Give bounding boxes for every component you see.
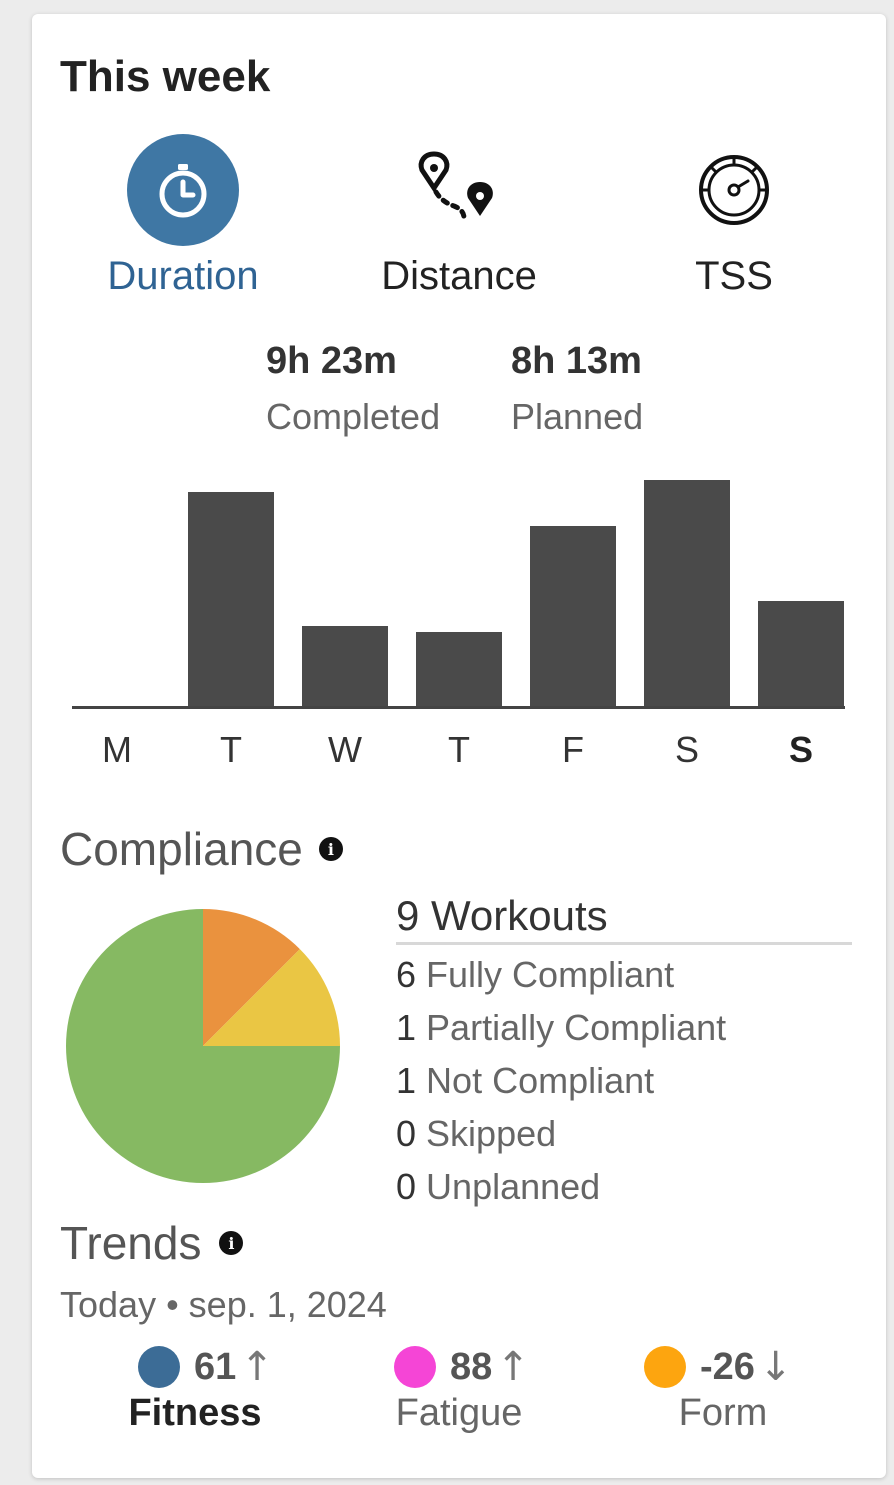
day-label-5: S (674, 729, 699, 770)
fatigue-label[interactable]: Fatigue (395, 1392, 523, 1434)
completed-label: Completed (266, 396, 441, 437)
compliance-row-skipped: 0 Skipped (396, 1113, 557, 1154)
compliance-row-not: 1 Not Compliant (396, 1060, 655, 1101)
weekly-bar-chart (188, 480, 844, 706)
day-label-2: W (328, 729, 362, 770)
compliance-row-partially: 1 Partially Compliant (396, 1007, 727, 1048)
planned-label: Planned (511, 396, 644, 437)
stopwatch-icon (127, 134, 239, 246)
compliance-header: Compliance i (60, 822, 343, 876)
planned-value: 8h 13m (511, 340, 642, 382)
duration-tab[interactable] (127, 134, 239, 246)
pie-slice-1[interactable] (203, 909, 300, 1046)
trends-date: Today • sep. 1, 2024 (60, 1284, 387, 1325)
form-value: -26 (700, 1345, 755, 1388)
fitness-dot-icon (138, 1346, 180, 1388)
trends-title: Trends (60, 1217, 202, 1269)
this-week-card: This week Duration Distance (32, 14, 886, 1478)
gauge-icon (699, 155, 769, 225)
form-trend[interactable]: -26 ↓ (644, 1344, 792, 1390)
day-label-6: S (788, 729, 813, 770)
info-icon[interactable]: i (318, 837, 343, 861)
card-title: This week (60, 52, 271, 101)
compliance-title: Compliance (60, 823, 303, 875)
bar-5[interactable] (644, 480, 730, 706)
pie-slice-2[interactable] (203, 949, 340, 1046)
fatigue-trend[interactable]: 88 ↑ (394, 1344, 530, 1390)
trends-header: Trends i (60, 1216, 244, 1270)
arrow-up-icon: ↑ (240, 1344, 274, 1390)
form-label[interactable]: Form (678, 1392, 768, 1434)
day-label-3: T (448, 729, 470, 770)
fitness-trend[interactable]: 61 ↑ (138, 1344, 274, 1390)
duration-tab-label[interactable]: Duration (107, 254, 259, 298)
compliance-row-unplanned: 0 Unplanned (396, 1166, 601, 1207)
route-icon (418, 151, 493, 221)
form-dot-icon (644, 1346, 686, 1388)
arrow-down-icon: ↓ (758, 1344, 793, 1390)
day-label-4: F (562, 729, 584, 770)
bar-1[interactable] (188, 492, 274, 706)
arrow-up-icon: ↑ (496, 1344, 530, 1390)
distance-tab-label[interactable]: Distance (381, 254, 537, 298)
bar-3[interactable] (416, 632, 502, 706)
compliance-row-fully: 6 Fully Compliant (396, 954, 675, 995)
tss-tab-label[interactable]: TSS (695, 254, 773, 298)
fatigue-dot-icon (394, 1346, 436, 1388)
tss-tab[interactable] (688, 144, 780, 236)
bar-2[interactable] (302, 626, 388, 706)
completed-value: 9h 23m (266, 340, 397, 382)
fatigue-value: 88 (450, 1345, 493, 1388)
workouts-divider (396, 942, 852, 945)
bar-6[interactable] (758, 601, 844, 706)
distance-tab[interactable] (402, 144, 502, 244)
fitness-label[interactable]: Fitness (128, 1392, 262, 1434)
bar-4[interactable] (530, 526, 616, 706)
workouts-count: 9 Workouts (396, 892, 608, 939)
compliance-pie-chart (66, 909, 340, 1183)
day-label-0: M (102, 729, 132, 770)
fitness-value: 61 (194, 1345, 237, 1388)
info-icon[interactable]: i (219, 1231, 244, 1255)
day-label-1: T (220, 729, 242, 770)
chart-axis-line (72, 706, 845, 709)
